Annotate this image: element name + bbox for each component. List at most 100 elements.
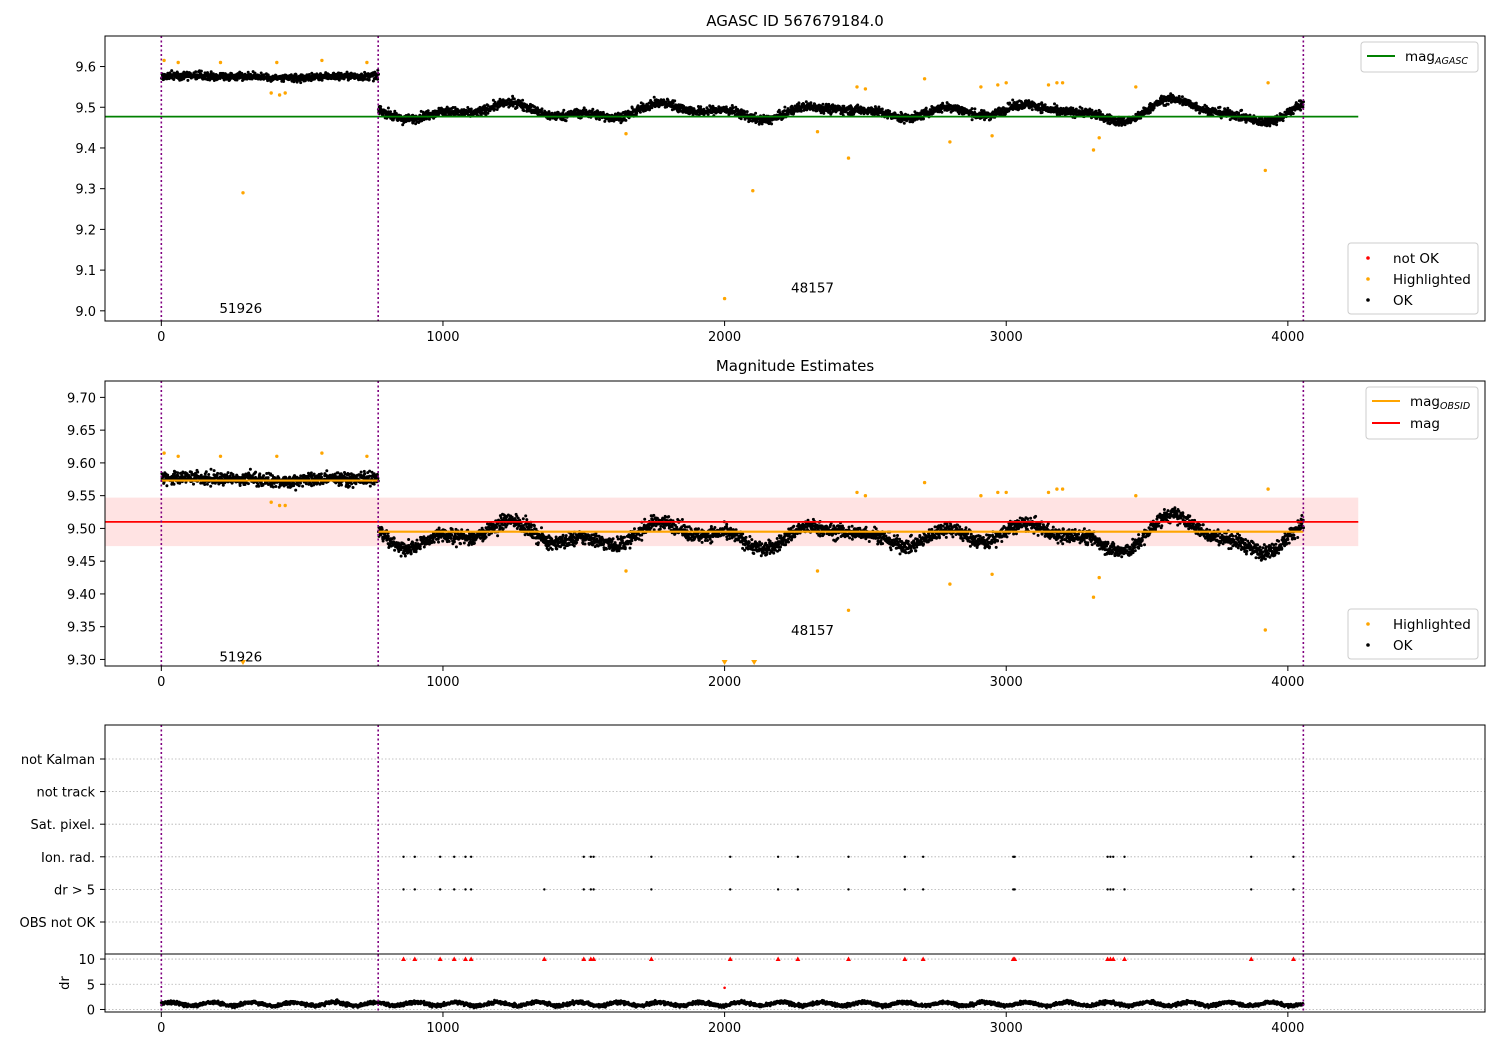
ok-point <box>493 107 497 111</box>
ok-point <box>216 471 220 475</box>
obsid-annotation: 48157 <box>791 280 834 296</box>
highlighted-point <box>218 60 223 65</box>
highlighted-point <box>855 85 859 89</box>
ok-point <box>673 99 677 103</box>
ok-point <box>253 71 257 75</box>
ok-point <box>1040 111 1044 114</box>
panel-1-x-tick-label: 3000 <box>990 330 1023 345</box>
ok-point <box>172 482 176 486</box>
ok-point <box>652 95 656 99</box>
ok-point <box>368 484 372 488</box>
highlighted-point <box>1134 85 1138 89</box>
panel-1-y-tick-label: 9.4 <box>75 142 96 157</box>
ok-point <box>325 469 329 473</box>
ok-point <box>262 474 266 478</box>
ok-point <box>797 101 801 105</box>
ok-point <box>591 107 595 111</box>
ok-point <box>973 107 977 111</box>
ok-point <box>172 78 176 81</box>
ok-point <box>564 119 568 123</box>
ok-point <box>521 98 525 102</box>
ok-point <box>1166 102 1170 106</box>
ok-point <box>235 78 239 82</box>
highlighted-point <box>922 77 927 81</box>
highlighted-point <box>269 91 273 95</box>
ok-point <box>469 107 473 111</box>
ok-point <box>822 111 826 115</box>
ok-point <box>598 118 601 121</box>
ok-point <box>367 78 371 82</box>
ok-point <box>165 484 169 488</box>
highlighted-point <box>162 58 166 63</box>
highlighted-point <box>277 93 282 97</box>
ok-point <box>1080 107 1084 110</box>
ok-point <box>363 77 367 81</box>
legend-point-0-marker <box>1366 256 1370 260</box>
ok-point <box>199 69 203 73</box>
ok-point <box>238 484 242 487</box>
ok-point <box>745 110 749 114</box>
ok-point <box>380 527 384 531</box>
ok-point <box>770 122 774 126</box>
ok-point <box>363 472 367 476</box>
ok-point <box>755 120 759 123</box>
ok-point <box>340 483 343 487</box>
ok-point <box>624 118 628 122</box>
ok-point <box>186 78 190 82</box>
ok-point <box>922 117 925 121</box>
ok-point <box>511 104 515 108</box>
ok-point <box>940 110 944 114</box>
legend-point-2-marker <box>1366 298 1370 302</box>
ok-point <box>638 110 642 114</box>
ok-point <box>204 470 208 474</box>
panel-1-line-legend: magAGASC <box>1360 41 1479 73</box>
panel-1-title: AGASC ID 567679184.0 <box>706 12 884 30</box>
ok-point <box>299 81 303 85</box>
ok-point <box>294 488 298 492</box>
panel-1-y-tick-label: 9.5 <box>75 101 96 116</box>
panel-1-x-tick-label: 4000 <box>1271 330 1304 345</box>
ok-point <box>1053 102 1056 106</box>
highlighted-point <box>948 140 952 144</box>
ok-point <box>379 105 383 109</box>
ok-point <box>304 77 308 81</box>
legend-point-1-label: Highlighted <box>1393 272 1471 288</box>
highlighted-point <box>1060 81 1065 85</box>
ok-point <box>425 117 429 121</box>
ok-point <box>924 106 928 110</box>
ok-point <box>176 474 180 477</box>
ok-point <box>1177 94 1181 98</box>
ok-point <box>650 106 654 110</box>
legend-point-1-marker <box>1366 277 1370 281</box>
ok-point <box>375 472 379 476</box>
legend-point-0-label: not OK <box>1393 251 1440 267</box>
highlighted-point <box>815 130 820 134</box>
ok-point <box>319 72 322 76</box>
highlighted-point <box>176 60 180 65</box>
highlighted-point <box>1055 81 1059 85</box>
highlighted-point <box>624 132 628 136</box>
ok-point <box>902 121 906 125</box>
ok-point <box>1226 106 1230 110</box>
ok-point <box>274 485 278 488</box>
ok-point <box>297 484 301 488</box>
ok-point <box>258 472 262 476</box>
ok-point <box>212 469 216 473</box>
highlighted-point <box>751 189 755 193</box>
highlighted-point <box>996 83 1000 87</box>
ok-point <box>512 97 516 101</box>
ok-point <box>1074 107 1078 111</box>
ok-point <box>176 72 180 75</box>
ok-point <box>209 484 213 488</box>
ok-point <box>515 106 519 109</box>
panel-1-y-tick-label: 9.2 <box>75 223 96 238</box>
highlighted-point <box>1091 148 1096 152</box>
highlighted-point <box>365 60 369 65</box>
ok-point <box>262 73 266 77</box>
highlighted-point <box>320 58 324 63</box>
ok-point <box>257 484 261 488</box>
panel-1-y-tick-label: 9.0 <box>75 305 96 320</box>
